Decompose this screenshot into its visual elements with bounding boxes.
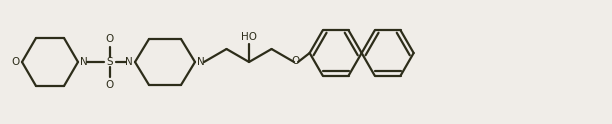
Text: N: N: [80, 57, 88, 67]
Text: N: N: [197, 57, 205, 67]
Text: O: O: [291, 56, 299, 66]
Text: S: S: [106, 57, 113, 67]
Text: O: O: [106, 34, 114, 44]
Text: N: N: [125, 57, 133, 67]
Text: O: O: [12, 57, 20, 67]
Text: O: O: [106, 80, 114, 90]
Text: HO: HO: [241, 32, 257, 42]
